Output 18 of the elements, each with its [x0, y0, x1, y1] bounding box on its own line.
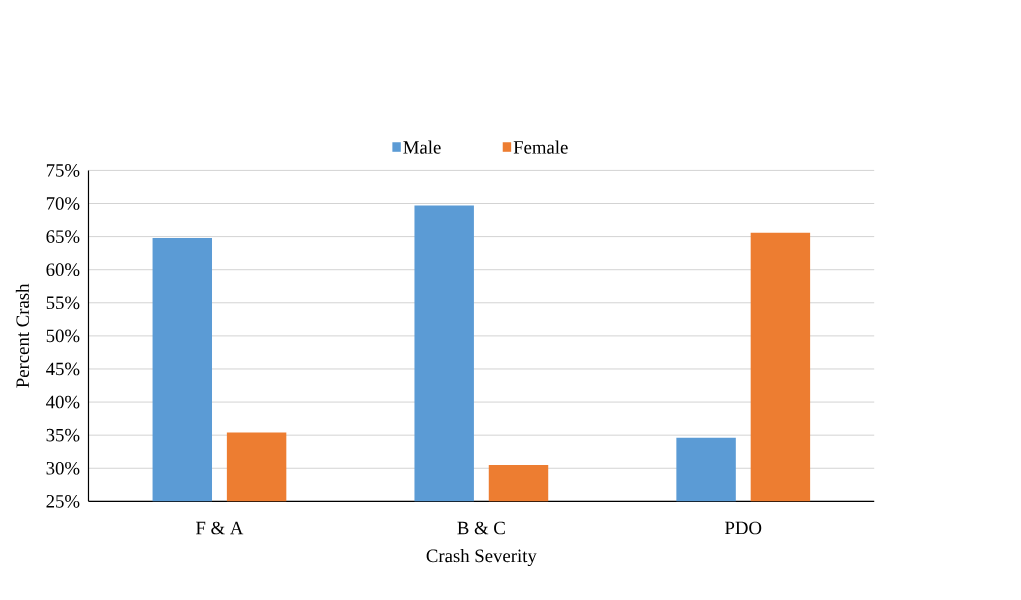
y-tick-label: 35% [46, 428, 80, 442]
y-tick-label: 50% [46, 329, 80, 343]
legend-label: Female [513, 140, 568, 154]
y-tick-label: 30% [46, 461, 80, 475]
y-tick-label: 70% [46, 196, 80, 210]
y-tick-label: 65% [46, 230, 80, 243]
x-tick-label: PDO [725, 521, 762, 535]
x-tick-label: F & A [196, 521, 244, 535]
y-tick-label: 55% [46, 296, 80, 309]
y-tick-label: 40% [46, 395, 80, 409]
x-axis-title: Crash Severity [426, 548, 537, 566]
y-tick-label: 25% [46, 494, 80, 508]
y-tick-label: 75% [46, 163, 80, 177]
y-tick-label: 60% [46, 263, 80, 276]
legend-label: Male [403, 140, 441, 154]
y-axis-title: Percent Crash [15, 283, 30, 388]
y-tick-label: 45% [46, 362, 80, 376]
x-tick-label: B & C [457, 521, 505, 535]
